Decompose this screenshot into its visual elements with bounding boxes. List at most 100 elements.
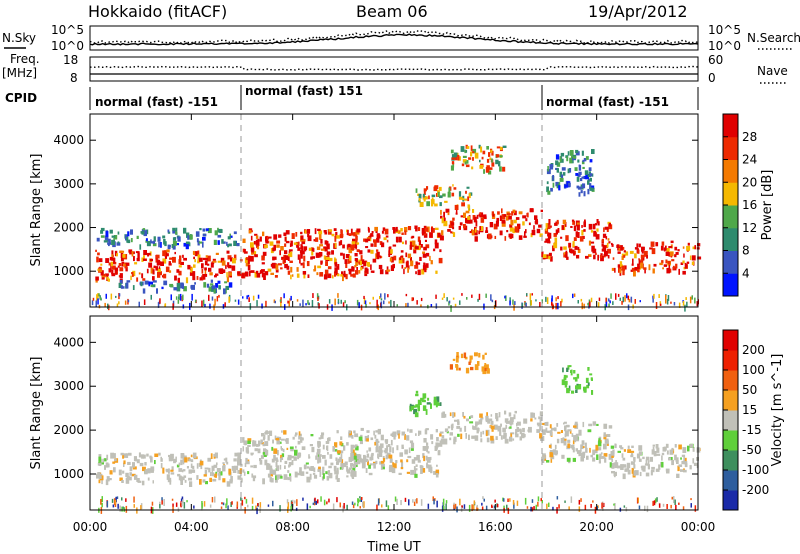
colorbar-swatch [723, 390, 738, 411]
echo-cell [570, 444, 575, 449]
echo-cell [512, 228, 516, 234]
echo-cell [379, 255, 382, 259]
echo-cell [575, 151, 580, 156]
clutter-cell [580, 498, 582, 502]
echo-cell [244, 257, 249, 263]
echo-cell [491, 150, 494, 156]
echo-cell [478, 421, 482, 425]
clutter-cell [222, 304, 225, 309]
clutter-cell [256, 507, 258, 515]
echo-cell [417, 406, 420, 412]
echo-cell [436, 193, 439, 197]
clutter-cell [244, 496, 246, 500]
echo-cell [320, 239, 323, 244]
echo-cell [473, 216, 477, 223]
echo-cell [181, 454, 185, 457]
echo-cell [459, 427, 462, 432]
echo-cell [426, 442, 429, 446]
echo-cell [480, 438, 483, 443]
echo-cell [460, 146, 465, 152]
clutter-cell [638, 505, 641, 510]
echo-cell [572, 156, 577, 159]
echo-cell [659, 262, 663, 266]
echo-cell [559, 171, 562, 177]
echo-cell [297, 440, 301, 445]
clutter-cell [211, 296, 214, 301]
echo-cell [176, 269, 180, 273]
colorbar-swatch [723, 430, 738, 451]
echo-cell [309, 444, 313, 447]
echo-cell [393, 255, 397, 261]
echo-cell [668, 264, 671, 271]
echo-cell [385, 235, 389, 238]
echo-cell [647, 464, 650, 470]
echo-cell [271, 446, 274, 451]
colorbar-swatch [723, 114, 738, 138]
clutter-cell [535, 504, 537, 511]
echo-cell [358, 270, 361, 274]
station-title: Hokkaido (fitACF) [88, 2, 227, 21]
clutter-cell [430, 304, 433, 307]
echo-cell [632, 258, 634, 265]
echo-cell [348, 260, 352, 263]
echo-band-6 [439, 208, 543, 242]
echo-cell [296, 267, 299, 272]
echo-cell [311, 256, 315, 259]
echo-cell [128, 249, 133, 253]
echo-cell [581, 176, 585, 179]
echo-cell [111, 250, 114, 257]
clutter-cell [308, 302, 310, 306]
echo-cell [639, 471, 642, 477]
clutter-cell [318, 303, 320, 309]
echo-cell [577, 232, 580, 238]
echo-cell [111, 235, 116, 238]
colorbar-swatch [723, 250, 738, 274]
clutter-cell [249, 303, 252, 310]
echo-cell [546, 460, 550, 463]
echo-cell [201, 275, 203, 280]
clutter-cell [601, 502, 603, 509]
echo-cell [431, 194, 436, 198]
echo-cell [237, 457, 241, 462]
echo-cell [386, 269, 391, 272]
echo-cell [300, 235, 304, 240]
clutter-cell [516, 500, 519, 506]
echo-cell [390, 265, 394, 271]
echo-cell [572, 157, 574, 164]
echo-cell [340, 463, 344, 469]
echo-cell [264, 441, 269, 446]
echo-cell [415, 390, 419, 394]
echo-cell [350, 228, 353, 234]
clutter-cell [226, 498, 228, 505]
clutter-cell [507, 507, 510, 514]
clutter-cell [224, 302, 226, 308]
clutter-cell [682, 506, 685, 511]
echo-cell [633, 470, 636, 476]
near-range-clutter [91, 293, 699, 312]
echo-cell [178, 468, 183, 472]
echo-cell [374, 226, 378, 232]
echo-cell [455, 356, 459, 363]
echo-cell [581, 453, 585, 459]
echo-cell [499, 155, 503, 158]
echo-cell [100, 235, 105, 238]
echo-cell [572, 440, 575, 445]
echo-cell [404, 434, 406, 440]
echo-cell [663, 446, 667, 451]
clutter-cell [118, 293, 121, 297]
echo-cell [440, 215, 443, 219]
echo-cell [600, 452, 603, 455]
echo-cell [389, 446, 392, 453]
echo-cell [370, 437, 374, 441]
clutter-cell [493, 505, 496, 509]
echo-cell [149, 281, 153, 285]
echo-cell [108, 262, 111, 266]
echo-cell [474, 352, 478, 357]
echo-cell [214, 230, 218, 236]
echo-cell [423, 188, 427, 192]
echo-cell [377, 450, 381, 453]
clutter-cell [295, 507, 298, 511]
echo-cell [166, 470, 170, 473]
echo-cell [169, 479, 172, 485]
echo-cell [194, 251, 198, 257]
